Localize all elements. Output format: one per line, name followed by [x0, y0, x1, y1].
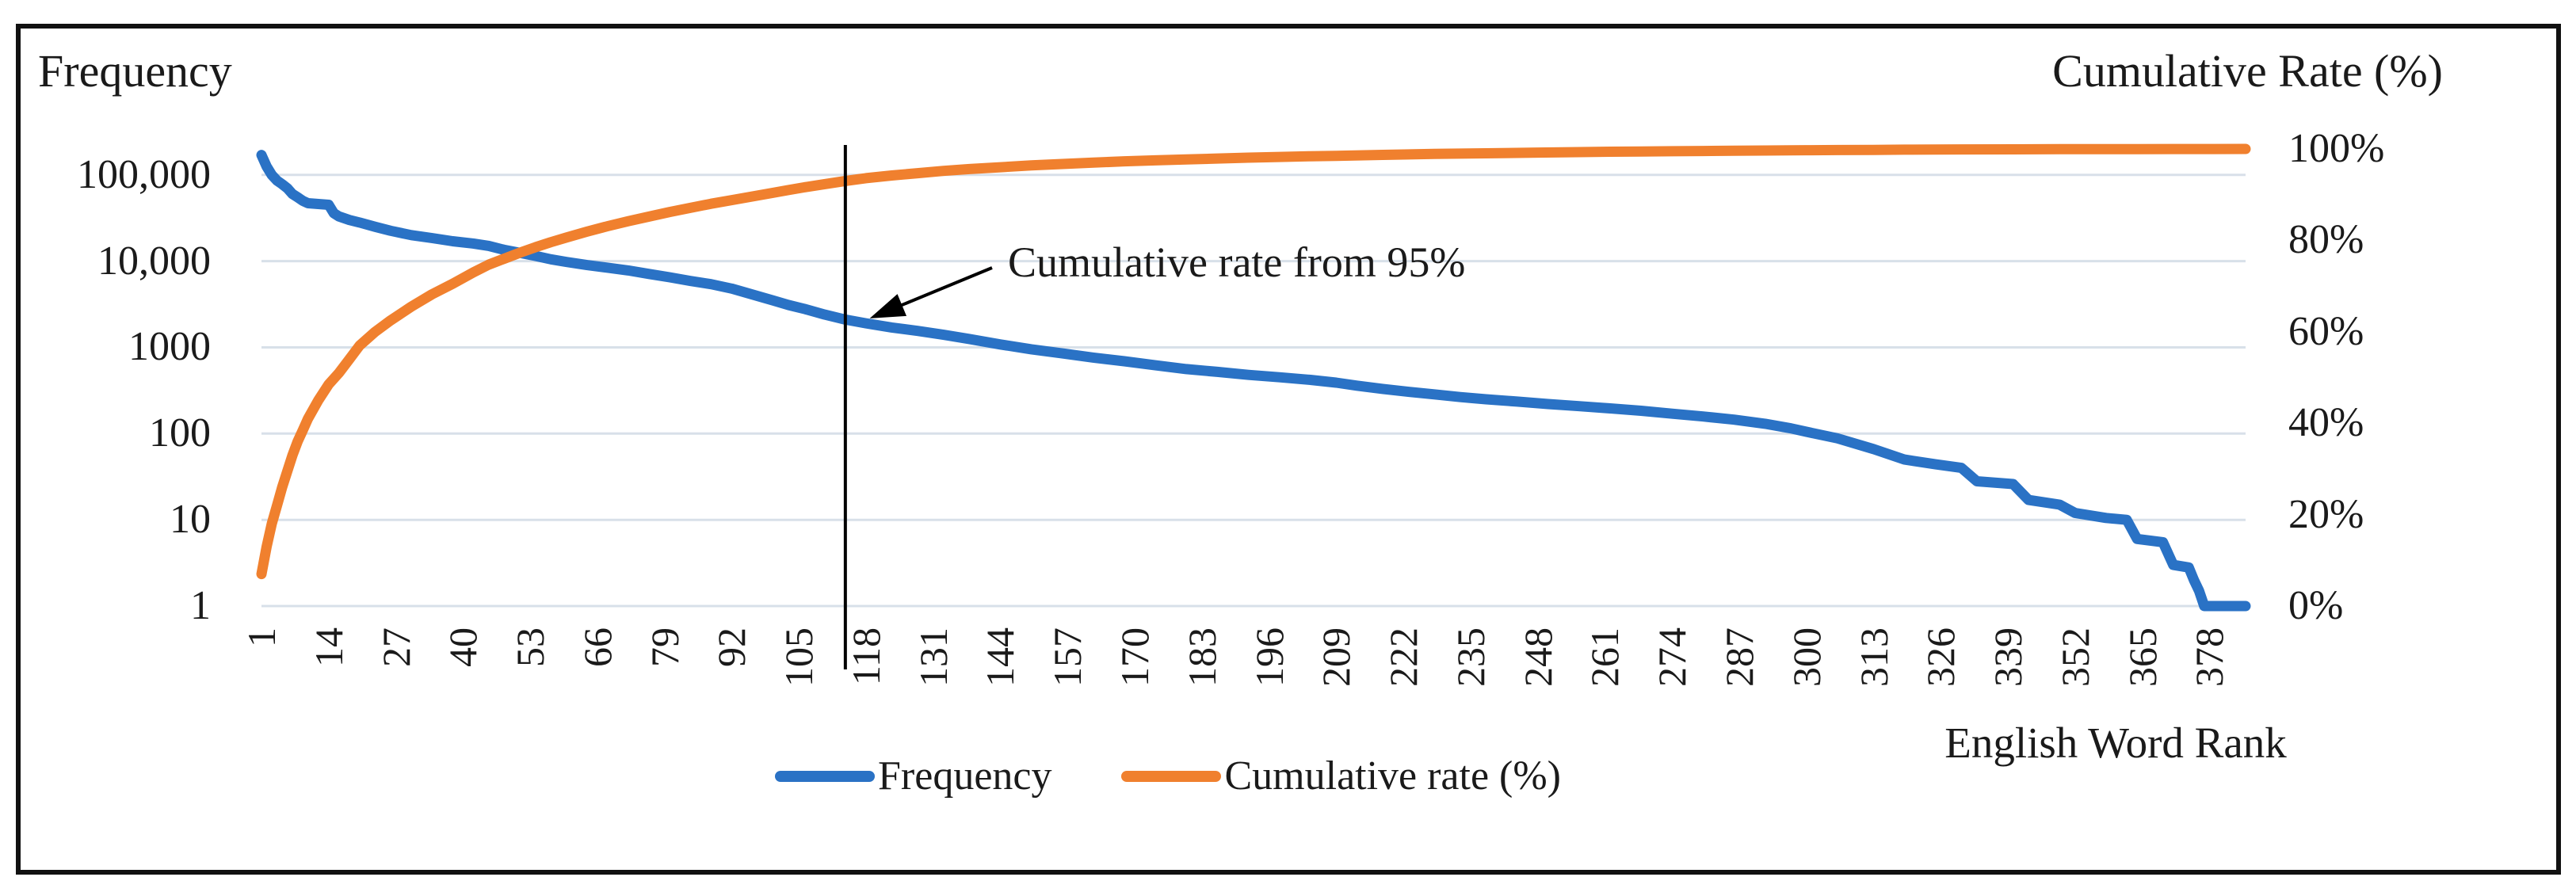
x-axis-tick-label: 144 — [978, 627, 1023, 687]
annotation-label: Cumulative rate from 95% — [1008, 238, 1466, 286]
x-axis-tick-label: 378 — [2187, 627, 2232, 687]
right-axis-tick-label: 80% — [2288, 217, 2364, 263]
legend-label-frequency: Frequency — [878, 753, 1052, 799]
legend-item-frequency: Frequency — [775, 751, 1051, 802]
x-axis-tick-label: 248 — [1515, 627, 1560, 687]
left-axis-tick-label: 100 — [149, 410, 211, 456]
x-axis-tick-label: 1 — [239, 627, 284, 647]
x-axis-tick-label: 157 — [1045, 627, 1090, 687]
left-axis-tick-label: 10,000 — [97, 238, 211, 284]
x-axis-tick-label: 326 — [1918, 627, 1963, 687]
frequency-line — [256, 150, 2251, 612]
legend: Frequency Cumulative rate (%) — [775, 751, 1561, 802]
x-axis-tick-label: 209 — [1314, 627, 1359, 687]
right-axis-tick-label: 20% — [2288, 491, 2364, 537]
x-axis-tick-label: 300 — [1784, 627, 1829, 687]
x-axis-tick-label: 287 — [1716, 627, 1761, 687]
x-axis-tick-label: 66 — [574, 627, 620, 667]
x-axis-tick-label: 365 — [2120, 627, 2165, 687]
legend-item-cumulative-rate: Cumulative rate (%) — [1121, 751, 1561, 802]
x-axis-tick-label: 261 — [1582, 627, 1628, 687]
legend-label-cumulative-rate: Cumulative rate (%) — [1224, 753, 1561, 799]
x-axis-tick-label: 53 — [508, 627, 553, 667]
frequency-line-swatch — [775, 771, 875, 782]
x-axis-tick-label: 131 — [910, 627, 956, 687]
x-axis-tick-label: 196 — [1246, 627, 1292, 687]
left-axis-tick-label: 10 — [170, 497, 211, 543]
x-axis-tick-label: 79 — [642, 627, 687, 667]
x-axis-tick-label: 235 — [1448, 627, 1493, 687]
x-axis-tick-label: 170 — [1112, 627, 1158, 687]
x-axis-tick-label: 118 — [843, 627, 888, 686]
right-axis-tick-label: 100% — [2288, 126, 2385, 171]
x-axis-tick-label: 183 — [1179, 627, 1224, 687]
x-axis-tick-label: 222 — [1381, 627, 1426, 687]
cumulative-rate-line — [256, 143, 2251, 580]
annotation-arrowhead — [869, 294, 907, 318]
x-axis-tick-label: 339 — [1986, 627, 2031, 687]
x-axis-tick-label: 27 — [373, 627, 418, 667]
x-axis-tick-label: 14 — [306, 627, 351, 667]
x-axis-tick-label: 313 — [1851, 627, 1896, 687]
left-axis-tick-label: 100,000 — [77, 151, 211, 197]
figure-frame — [16, 24, 2561, 875]
right-axis-tick-label: 40% — [2288, 400, 2364, 446]
x-axis-title: English Word Rank — [1944, 719, 2287, 767]
x-axis-tick-label: 352 — [2052, 627, 2097, 687]
x-axis-tick-label: 92 — [709, 627, 754, 667]
x-axis-tick-label: 105 — [777, 627, 822, 687]
right-axis-tick-label: 60% — [2288, 308, 2364, 354]
left-axis-tick-label: 1 — [190, 583, 211, 628]
right-axis-tick-label: 0% — [2288, 583, 2344, 628]
left-axis-title: Frequency — [38, 45, 232, 97]
left-axis-tick-label: 1000 — [128, 324, 211, 370]
cumulative-rate-line-swatch — [1121, 771, 1222, 782]
x-axis-tick-label: 40 — [441, 627, 486, 667]
right-axis-title: Cumulative Rate (%) — [2052, 45, 2443, 97]
x-axis-tick-label: 274 — [1650, 627, 1695, 687]
